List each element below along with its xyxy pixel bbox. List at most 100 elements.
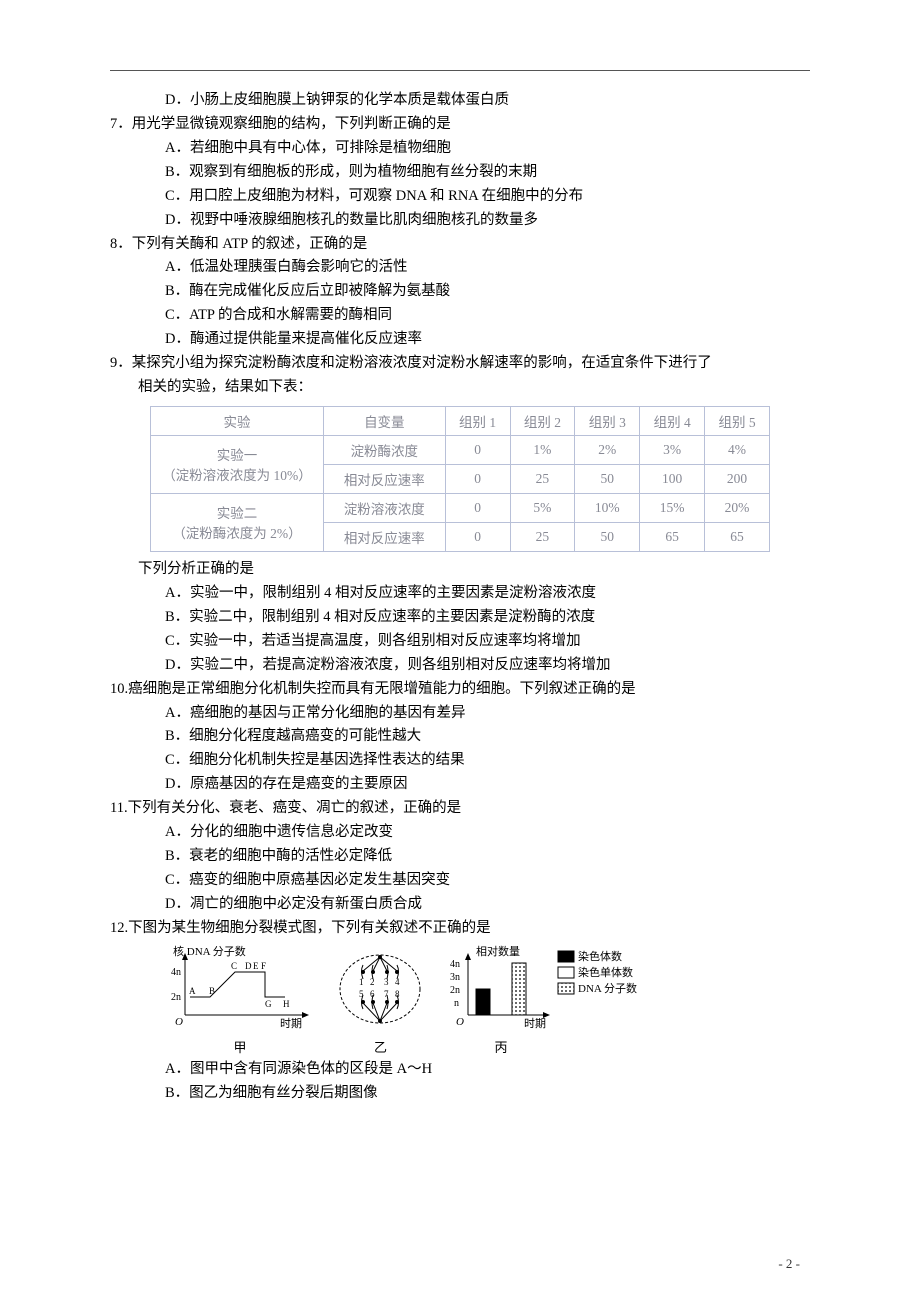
cell: 3% [640,435,705,464]
row1-head: 实验一 （淀粉溶液浓度为 10%） [151,435,324,493]
cell: 0 [445,522,510,551]
th-g3: 组别 3 [575,406,640,435]
q11-option-c: C．癌变的细胞中原癌基因必定发生基因突变 [110,869,810,893]
pt-G: G [265,999,272,1009]
q8-option-d: D．酶通过提供能量来提高催化反应速率 [110,328,810,352]
experiment-table: 实验 自变量 组别 1 组别 2 组别 3 组别 4 组别 5 实验一 （淀粉溶… [150,406,770,552]
cell: 0 [445,493,510,522]
cell: 淀粉溶液浓度 [324,493,446,522]
pt-B: B [209,986,215,996]
q12-stem: 12.下图为某生物细胞分裂模式图，下列有关叙述不正确的是 [110,917,810,941]
chr-7: 7 [384,989,389,999]
pt-C: C [231,961,237,971]
fig3-legend: 染色体数 染色单体数 DNA 分子数 [556,945,651,1005]
q8-stem: 8．下列有关酶和 ATP 的叙述，正确的是 [110,233,810,257]
t3n: 3n [450,972,460,983]
cell: 50 [575,464,640,493]
q12-option-b: B．图乙为细胞有丝分裂后期图像 [110,1082,810,1106]
th-g1: 组别 1 [445,406,510,435]
q11-option-a: A．分化的细胞中遗传信息必定改变 [110,821,810,845]
table-header-row: 实验 自变量 组别 1 组别 2 组别 3 组别 4 组别 5 [151,406,770,435]
row2-head: 实验二 （淀粉酶浓度为 2%） [151,493,324,551]
q10-option-c: C．细胞分化机制失控是基因选择性表达的结果 [110,749,810,773]
q7-option-d: D．视野中唾液腺细胞核孔的数量比肌肉细胞核孔的数量多 [110,209,810,233]
svg-text:O: O [456,1016,464,1028]
pt-A: A [189,986,196,996]
q11-stem: 11.下列有关分化、衰老、癌变、凋亡的叙述，正确的是 [110,797,810,821]
cell: 200 [705,464,770,493]
page-number: - 2 - [778,1256,800,1272]
chr-4: 4 [395,977,400,987]
chr-5: 5 [359,989,364,999]
cell: 1% [510,435,575,464]
figure-panel-2: 1 2 3 4 5 6 7 8 乙 [333,945,428,1056]
q10-option-a: A．癌细胞的基因与正常分化细胞的基因有差异 [110,702,810,726]
cell: 100 [640,464,705,493]
chr-8: 8 [395,989,400,999]
cell: 0 [445,464,510,493]
q8-option-b: B．酶在完成催化反应后立即被降解为氨基酸 [110,280,810,304]
th-variable: 自变量 [324,406,446,435]
q9-option-b: B．实验二中，限制组别 4 相对反应速率的主要因素是淀粉酶的浓度 [110,606,810,630]
cell: 65 [640,522,705,551]
fig2-caption: 乙 [333,1037,428,1056]
cell: 25 [510,464,575,493]
pt-F: F [261,961,266,971]
q8-option-c: C．ATP 的合成和水解需要的酶相同 [110,304,810,328]
q9-option-c: C．实验一中，若适当提高温度，则各组别相对反应速率均将增加 [110,630,810,654]
cell: 4% [705,435,770,464]
fig3-ylabel: 相对数量 [476,945,520,958]
q7-option-c: C．用口腔上皮细胞为材料，可观察 DNA 和 RNA 在细胞中的分布 [110,185,810,209]
fig3-xlabel: 时期 [524,1017,546,1030]
q10-option-b: B．细胞分化程度越高癌变的可能性越大 [110,725,810,749]
legend-3: DNA 分子数 [578,982,637,995]
cell: 20% [705,493,770,522]
legend-1: 染色体数 [578,949,622,963]
figure-panel-1: 核 DNA 分子数 4n 2n O A B C D E F [165,945,315,1056]
th-g2: 组别 2 [510,406,575,435]
pt-D: D [245,961,252,971]
figure-row: 核 DNA 分子数 4n 2n O A B C D E F [110,945,810,1056]
legend-2: 染色单体数 [578,965,633,979]
th-g5: 组别 5 [705,406,770,435]
q9-post: 下列分析正确的是 [110,558,810,582]
q7-option-b: B．观察到有细胞板的形成，则为植物细胞有丝分裂的末期 [110,161,810,185]
fig1-xlabel: 时期 [280,1017,302,1030]
cell: 65 [705,522,770,551]
cell: 0 [445,435,510,464]
t4n: 4n [450,959,460,970]
pt-E: E [253,961,259,971]
q7-option-a: A．若细胞中具有中心体，可排除是植物细胞 [110,137,810,161]
chr-1: 1 [359,977,364,987]
figure-panel-3: 相对数量 4n 3n 2n n O 时期 丙 [446,945,651,1056]
q7-stem: 7．用光学显微镜观察细胞的结构，下列判断正确的是 [110,113,810,137]
q9-option-d: D．实验二中，若提高淀粉溶液浓度，则各组别相对反应速率均将增加 [110,654,810,678]
table-row: 实验一 （淀粉溶液浓度为 10%） 淀粉酶浓度 0 1% 2% 3% 4% [151,435,770,464]
pt-H: H [283,999,290,1009]
tick-2n: 2n [171,992,181,1003]
cell: 淀粉酶浓度 [324,435,446,464]
cell: 50 [575,522,640,551]
cell: 2% [575,435,640,464]
th-g4: 组别 4 [640,406,705,435]
t2n: 2n [450,985,460,996]
cell: 25 [510,522,575,551]
q6-option-d: D．小肠上皮细胞膜上钠钾泵的化学本质是载体蛋白质 [110,89,810,113]
q9-option-a: A．实验一中，限制组别 4 相对反应速率的主要因素是淀粉溶液浓度 [110,582,810,606]
table-row: 实验二 （淀粉酶浓度为 2%） 淀粉溶液浓度 0 5% 10% 15% 20% [151,493,770,522]
q9-stem-line1: 9．某探究小组为探究淀粉酶浓度和淀粉溶液浓度对淀粉水解速率的影响，在适宜条件下进… [110,352,810,376]
fig1-caption: 甲 [165,1037,315,1056]
cell: 5% [510,493,575,522]
cell: 15% [640,493,705,522]
fig3-caption: 丙 [446,1037,556,1056]
svg-text:O: O [175,1016,183,1028]
q9-stem-line2: 相关的实验，结果如下表： [110,376,810,400]
chr-2: 2 [370,977,375,987]
chr-3: 3 [384,977,389,987]
tick-4n: 4n [171,967,181,978]
q10-option-d: D．原癌基因的存在是癌变的主要原因 [110,773,810,797]
q11-option-d: D．凋亡的细胞中必定没有新蛋白质合成 [110,893,810,917]
cell: 10% [575,493,640,522]
chr-6: 6 [370,989,375,999]
tn: n [454,998,459,1009]
